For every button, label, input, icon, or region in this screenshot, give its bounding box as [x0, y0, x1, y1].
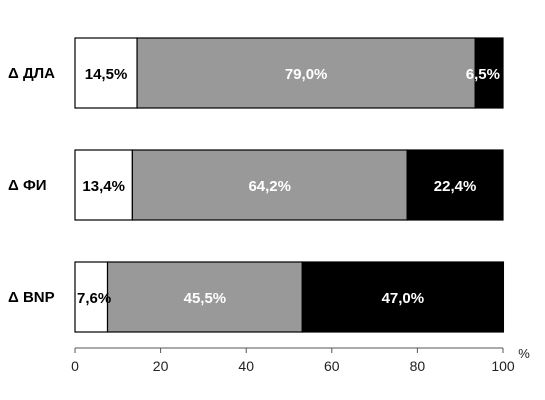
bar-segment	[74, 37, 138, 109]
category-label: Δ ДЛА	[8, 65, 55, 82]
x-tick-label: 80	[410, 358, 426, 374]
category-label: Δ BNP	[8, 289, 55, 306]
bar-segment	[406, 149, 504, 221]
bar-segment	[474, 37, 504, 109]
data-label: 7,6%	[77, 290, 111, 307]
bar-segment	[301, 261, 505, 333]
labels-group: Δ ДЛА 14,5% 79,0% 6,5% Δ ФИ 13,4% 64,2% 22,4% Δ …	[8, 65, 500, 307]
x-axis: 0 20 40 60 80 100%	[71, 346, 530, 374]
x-tick-label: 40	[238, 358, 254, 374]
x-unit-label: %	[518, 346, 530, 361]
data-label: 47,0%	[382, 290, 425, 307]
bar-segment	[106, 261, 303, 333]
bar-segment	[74, 261, 109, 333]
category-label: Δ ФИ	[8, 177, 47, 194]
data-label: 14,5%	[85, 66, 128, 83]
x-tick-label: 0	[71, 358, 79, 374]
bar-segment	[131, 149, 408, 221]
data-label: 45,5%	[184, 290, 227, 307]
data-label: 13,4%	[82, 178, 125, 195]
data-label: 64,2%	[248, 178, 291, 195]
bar-segment	[136, 37, 476, 109]
x-tick-label: 20	[153, 358, 169, 374]
data-label: 22,4%	[434, 178, 477, 195]
data-label: 6,5%	[466, 66, 500, 83]
x-tick-label: 60	[324, 358, 340, 374]
x-tick-label: 100	[491, 358, 515, 374]
data-label: 79,0%	[285, 66, 328, 83]
bars-group	[74, 37, 505, 333]
